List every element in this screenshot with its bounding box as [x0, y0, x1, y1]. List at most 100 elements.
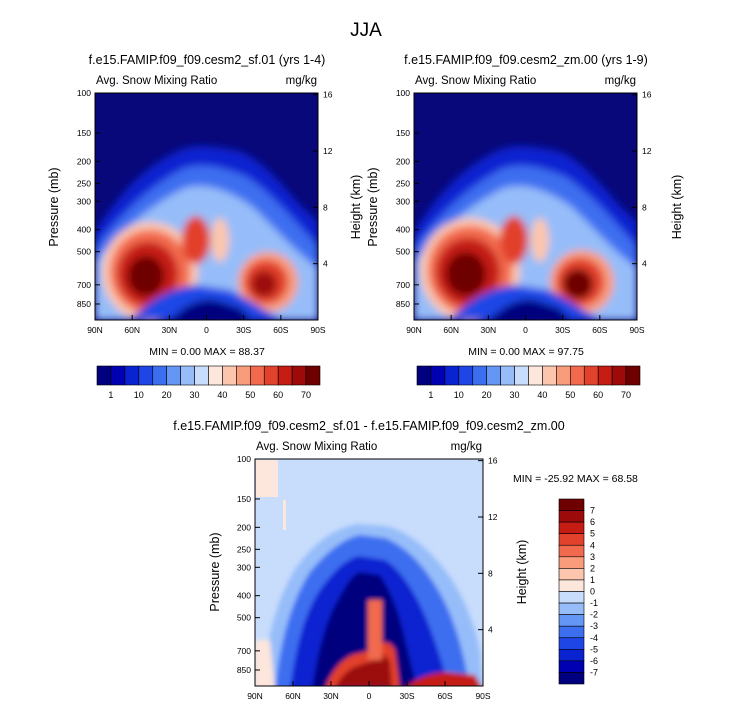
y-tick-label: 500 [396, 247, 410, 257]
colorbar-swatch [558, 510, 585, 523]
colorbar-tick-label: -3 [590, 621, 598, 631]
colorbar-swatch [558, 556, 585, 569]
panel-3-y-ticks-right: 16 12 8 4 [478, 456, 498, 635]
x-tick-label: 30N [481, 325, 497, 335]
colorbar-swatch [152, 365, 167, 386]
colorbar-swatch [597, 365, 613, 386]
colorbar-swatch [611, 365, 627, 386]
panel-2-x-ticks: 90N 60N 30N 0 30S 60S 90S [406, 315, 645, 335]
panel-1-x-ticks: 90N 60N 30N 0 30S 60S 90S [87, 315, 326, 335]
colorbar-tick-label: 40 [537, 390, 547, 400]
y-tick-label: 150 [77, 128, 91, 138]
colorbar-tick-label: -2 [590, 610, 598, 620]
colorbar-tick-label: 5 [590, 529, 595, 539]
colorbar-swatch [222, 365, 237, 386]
colorbar-swatch [558, 579, 585, 592]
colorbar-swatch [208, 365, 223, 386]
colorbar-swatch [558, 521, 585, 534]
colorbar-swatch [180, 365, 195, 386]
panel-3-colorbar: 76 54 32 1 0-1 -2-3 -4-5 -6-7 [558, 498, 598, 685]
colorbar-swatch [166, 365, 181, 386]
colorbar-swatch [472, 365, 487, 386]
panel-2-title: f.e15.FAMIP.f09_f09.cesm2_zm.00 (yrs 1-9… [404, 53, 648, 67]
colorbar-swatch [250, 365, 265, 386]
y-tick-label: 850 [396, 299, 410, 309]
colorbar-swatch [542, 365, 557, 386]
colorbar-tick-label: 3 [590, 552, 595, 562]
y-tick-label: 500 [77, 247, 91, 257]
panel-1-left-string: Avg. Snow Mixing Ratio [96, 75, 217, 87]
colorbar-swatch [528, 365, 543, 386]
panel-3-ylabel-right: Height (km) [515, 540, 529, 605]
panel-2-y-ticks: 100 150 200 250 300 400 500 700 850 [396, 88, 419, 309]
panel-2-right-string: mg/kg [605, 75, 636, 87]
colorbar-swatch [558, 602, 585, 615]
colorbar-swatch [558, 672, 585, 685]
colorbar-tick-label: 7 [590, 506, 595, 516]
panel-3-x-ticks: 90N 60N 30N 0 30S 60S 90S [247, 681, 491, 701]
x-tick-label: 30S [236, 325, 251, 335]
y-right-tick-label: 12 [488, 512, 498, 522]
panel-3-field [255, 459, 483, 686]
y-tick-label: 700 [396, 280, 410, 290]
colorbar-swatch [124, 365, 140, 386]
colorbar-swatch [96, 365, 112, 386]
colorbar-swatch [277, 365, 293, 386]
y-tick-label: 850 [237, 665, 251, 675]
colorbar-tick-label: -1 [590, 598, 598, 608]
y-right-tick-label: 4 [488, 625, 493, 635]
colorbar-swatch [556, 365, 571, 386]
panel-2-left-string: Avg. Snow Mixing Ratio [415, 75, 536, 87]
colorbar-tick-label: -5 [590, 644, 598, 654]
colorbar-tick-label: 2 [590, 563, 595, 573]
colorbar-swatch [558, 544, 585, 558]
x-tick-label: 30N [323, 691, 339, 701]
panel-3-y-ticks: 100 150 200 250 300 400 500 700 850 [237, 454, 260, 675]
y-tick-label: 250 [396, 178, 410, 188]
panel-3-right-string: mg/kg [451, 441, 482, 453]
colorbar-tick-label: 1 [428, 390, 433, 400]
colorbar-tick-label: 70 [621, 390, 631, 400]
y-tick-label: 200 [237, 522, 251, 532]
colorbar-swatch [236, 365, 251, 386]
y-tick-label: 400 [77, 225, 91, 235]
colorbar-swatch [558, 637, 585, 650]
y-right-tick-label: 4 [642, 259, 647, 269]
panel-2-colorbar: 1 10 20 30 40 50 60 70 [416, 365, 641, 400]
colorbar-tick-label: 10 [134, 390, 144, 400]
panel-1-y-ticks: 100 150 200 250 300 400 500 700 850 [77, 88, 100, 309]
colorbar-swatch [430, 365, 446, 386]
colorbar-swatch [625, 365, 641, 386]
panel-1-right-string: mg/kg [286, 75, 317, 87]
x-tick-label: 30S [555, 325, 570, 335]
y-tick-label: 150 [237, 494, 251, 504]
colorbar-swatch [570, 365, 585, 386]
colorbar-swatch [558, 660, 585, 673]
y-right-tick-label: 8 [642, 202, 647, 212]
colorbar-swatch [558, 568, 585, 581]
x-tick-label: 90S [310, 325, 325, 335]
panel-2-ylabel: Pressure (mb) [366, 167, 380, 246]
panel-3: f.e15.FAMIP.f09_f09.cesm2_sf.01 - f.e15.… [173, 419, 638, 701]
x-tick-label: 60S [273, 325, 288, 335]
x-tick-label: 0 [523, 325, 528, 335]
y-tick-label: 100 [77, 88, 91, 98]
colorbar-swatch [110, 365, 126, 386]
panel-3-stats: MIN = -25.92 MAX = 68.58 [513, 473, 638, 485]
panel-2: f.e15.FAMIP.f09_f09.cesm2_zm.00 (yrs 1-9… [366, 53, 684, 400]
y-tick-label: 100 [396, 88, 410, 98]
y-right-tick-label: 12 [323, 146, 333, 156]
colorbar-tick-label: 60 [593, 390, 603, 400]
colorbar-tick-label: 50 [565, 390, 575, 400]
colorbar-tick-label: 50 [245, 390, 255, 400]
y-tick-label: 250 [77, 178, 91, 188]
colorbar-swatch [558, 498, 585, 511]
panel-2-ylabel-right: Height (km) [670, 175, 684, 240]
colorbar-swatch [558, 591, 585, 604]
colorbar-swatch [486, 365, 501, 386]
x-tick-label: 90N [247, 691, 263, 701]
panel-2-stats: MIN = 0.00 MAX = 97.75 [468, 346, 584, 358]
colorbar-tick-label: 1 [108, 390, 113, 400]
panel-1-field [95, 93, 318, 320]
panel-3-ylabel: Pressure (mb) [208, 532, 222, 611]
